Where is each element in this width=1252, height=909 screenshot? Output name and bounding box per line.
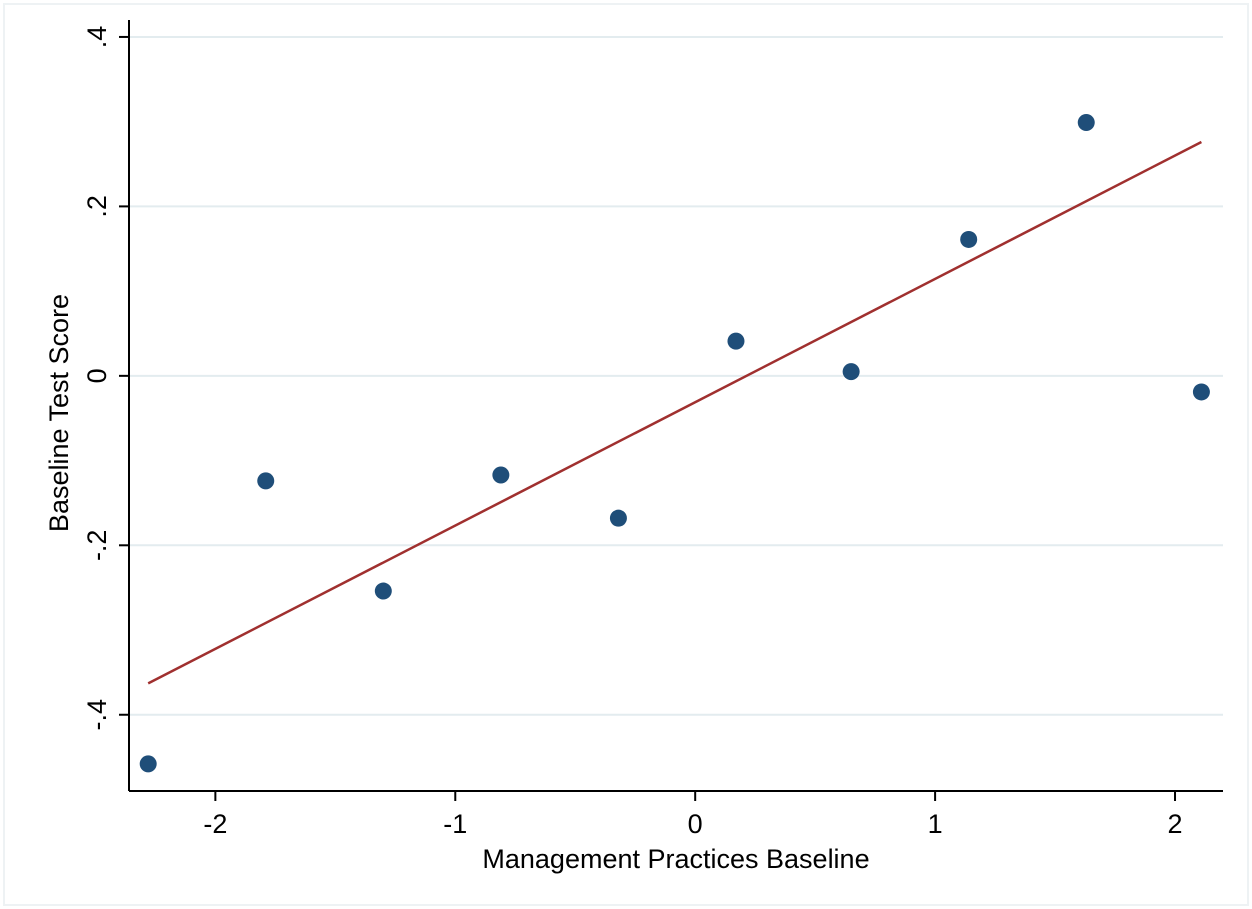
- data-point-0-6: [842, 363, 860, 381]
- x-tick-label-1: -1: [443, 809, 467, 839]
- x-tick-label-0: -2: [203, 809, 227, 839]
- x-tick-label-3: 1: [928, 809, 943, 839]
- data-point-0-1: [257, 472, 275, 490]
- fitted-line: [147, 140, 1202, 685]
- y-axis-title: Baseline Test Score: [44, 294, 74, 532]
- data-point-0-9: [1192, 383, 1210, 401]
- data-point-0-3: [492, 466, 510, 484]
- data-point-0-0: [139, 755, 157, 773]
- data-point-0-7: [960, 230, 978, 248]
- y-tick-label-0: -.4: [82, 699, 112, 731]
- scatter-points: [139, 114, 1210, 773]
- data-point-0-8: [1077, 114, 1095, 132]
- y-tick-label-2: 0: [82, 368, 112, 383]
- x-tick-label-4: 2: [1168, 809, 1183, 839]
- x-tick-label-2: 0: [688, 809, 703, 839]
- y-axis-ticks: -.4 -.2 0 .2 .4: [82, 26, 129, 731]
- data-point-0-2: [374, 582, 392, 600]
- x-axis-ticks: -2 -1 0 1 2: [203, 791, 1183, 839]
- gridlines: [129, 35, 1223, 716]
- data-point-0-5: [727, 332, 745, 350]
- y-tick-label-1: -.2: [82, 530, 112, 562]
- plot-background: [129, 20, 1223, 791]
- data-point-0-4: [609, 509, 627, 527]
- x-axis-title: Management Practices Baseline: [482, 844, 869, 874]
- y-tick-label-4: .4: [82, 26, 112, 49]
- y-tick-label-3: .2: [82, 195, 112, 218]
